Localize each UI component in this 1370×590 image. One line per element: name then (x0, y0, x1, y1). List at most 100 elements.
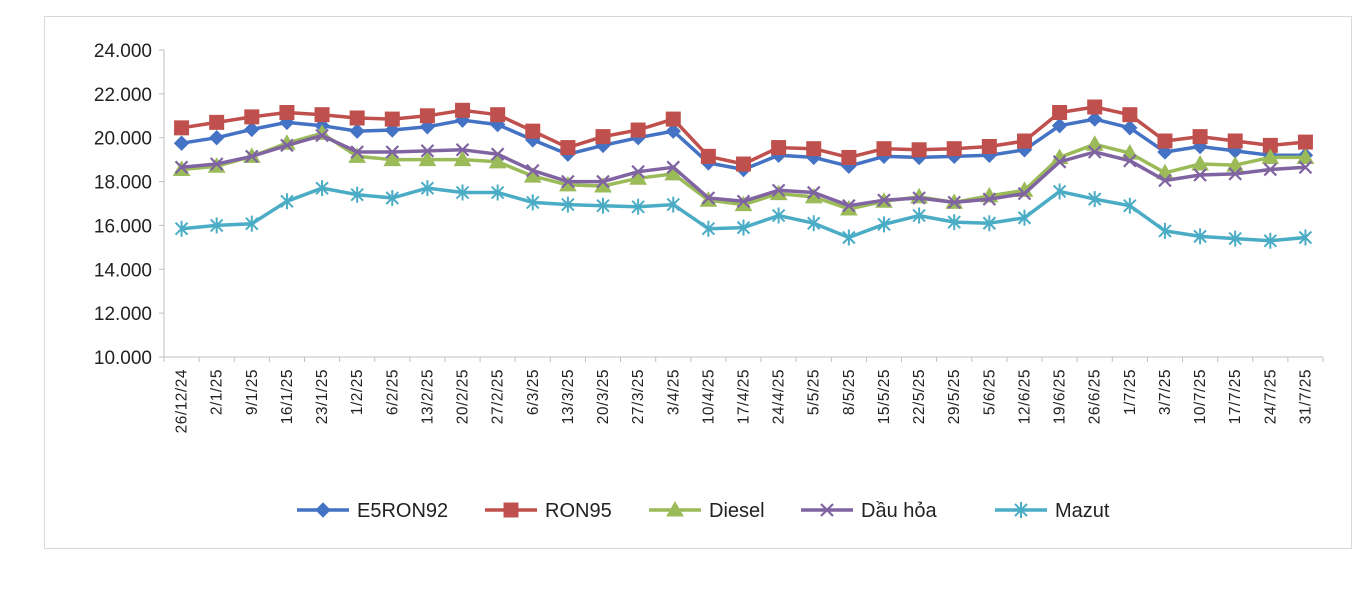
data-point-d-u-h-a (385, 145, 400, 159)
data-point-mazut (1088, 191, 1102, 208)
data-point-d-u-h-a (561, 174, 575, 189)
chart-frame: 10.000 12.000 14.000 16.000 18.000 20.000 22.0… (44, 16, 1352, 549)
x-tick-label: 23/1/25 (314, 369, 331, 424)
data-point-d-u-h-a (209, 157, 224, 171)
x-tick-label: 15/5/25 (876, 369, 893, 424)
x-tick-label: 1/2/25 (349, 369, 366, 415)
legend-marker-diesel (666, 500, 684, 517)
y-tick-label: 16.000 (94, 216, 152, 237)
data-point-e5ron92 (384, 122, 400, 138)
data-point-ron95 (1087, 99, 1103, 115)
data-point-ron95 (806, 141, 822, 157)
data-point-ron95 (349, 110, 365, 126)
data-point-ron95 (595, 129, 611, 145)
x-tick-label: 24/7/25 (1262, 369, 1279, 424)
x-tick-label: 31/7/25 (1297, 369, 1314, 424)
data-point-ron95 (384, 111, 400, 127)
data-point-mazut (174, 220, 189, 237)
data-point-diesel (629, 169, 647, 185)
data-point-d-u-h-a (1017, 186, 1032, 201)
x-tick-label: 9/1/25 (244, 369, 261, 415)
x-tick-label: 1/7/25 (1122, 369, 1139, 415)
data-point-ron95 (1227, 133, 1243, 149)
legend-marker-ron95 (503, 502, 519, 518)
data-point-d-u-h-a (666, 160, 681, 175)
x-tick-label: 16/1/25 (279, 369, 296, 424)
data-point-ron95 (455, 102, 471, 118)
line-chart: 10.000 12.000 14.000 16.000 18.000 20.000 22.0… (94, 41, 1324, 522)
data-point-ron95 (490, 107, 506, 123)
x-tick-label: 20/3/25 (595, 369, 612, 424)
data-point-d-u-h-a (420, 144, 435, 158)
data-point-ron95 (736, 156, 751, 172)
data-point-d-u-h-a (280, 138, 294, 153)
data-point-d-u-h-a (806, 185, 821, 200)
data-point-mazut (842, 229, 856, 246)
legend-label-e5ron92: E5RON92 (357, 500, 448, 522)
data-point-diesel (734, 195, 753, 212)
data-point-d-u-h-a (982, 192, 997, 206)
x-tick-label: 5/6/25 (981, 369, 998, 415)
data-point-ron95 (981, 138, 997, 154)
y-tick-label: 10.000 (94, 348, 152, 369)
data-point-d-u-h-a (877, 193, 891, 207)
y-tick-label: 18.000 (94, 173, 152, 194)
data-point-mazut (490, 184, 505, 201)
data-point-ron95 (841, 149, 857, 165)
legend-label-diesel: Diesel (709, 500, 765, 522)
data-point-mazut (1052, 183, 1067, 200)
data-point-mazut (1298, 229, 1313, 246)
x-tick-label: 6/3/25 (525, 369, 542, 415)
data-point-e5ron92 (1051, 117, 1068, 134)
legend-marker-d-u-h-a (820, 503, 834, 517)
data-point-d-u-h-a (1123, 153, 1137, 168)
legend-label-d-u-h-a: Dầu hỏa (861, 500, 937, 522)
data-point-d-u-h-a (525, 163, 540, 178)
data-point-ron95 (1192, 129, 1208, 145)
y-tick-label: 24.000 (94, 41, 152, 62)
data-point-mazut (1193, 228, 1207, 245)
data-point-d-u-h-a (736, 194, 751, 209)
data-point-e5ron92 (173, 135, 190, 151)
data-point-mazut (736, 219, 751, 236)
data-point-mazut (455, 184, 470, 201)
data-point-ron95 (911, 142, 927, 158)
data-point-d-u-h-a (701, 191, 716, 205)
data-point-mazut (561, 196, 575, 213)
data-point-e5ron92 (1122, 120, 1138, 136)
x-tick-label: 8/5/25 (841, 369, 858, 415)
data-point-mazut (982, 215, 997, 232)
data-point-mazut (1123, 197, 1137, 214)
data-point-ron95 (314, 107, 330, 123)
y-tick-label: 22.000 (94, 85, 152, 106)
data-point-ron95 (1052, 104, 1068, 120)
data-point-d-u-h-a (455, 142, 470, 157)
data-point-mazut (1017, 209, 1032, 226)
data-point-e5ron92 (244, 121, 260, 138)
x-tick-label: 6/2/25 (384, 369, 401, 415)
x-tick-label: 26/12/24 (174, 369, 191, 433)
data-point-mazut (526, 194, 540, 211)
data-point-d-u-h-a (1193, 168, 1207, 182)
data-point-mazut (666, 196, 680, 213)
data-point-mazut (420, 180, 435, 197)
data-point-mazut (385, 190, 399, 207)
x-tick-label: 19/6/25 (1052, 369, 1069, 424)
legend-label-mazut: Mazut (1055, 500, 1110, 522)
data-point-mazut (315, 180, 329, 197)
data-point-d-u-h-a (1228, 167, 1242, 181)
data-point-ron95 (1297, 134, 1313, 150)
x-tick-label: 10/4/25 (700, 369, 717, 424)
data-point-ron95 (1122, 107, 1138, 123)
data-point-d-u-h-a (490, 147, 505, 161)
x-tick-label: 24/4/25 (771, 369, 788, 424)
data-point-diesel (1085, 135, 1104, 151)
data-point-ron95 (560, 140, 576, 156)
data-point-diesel (383, 150, 402, 167)
data-point-d-u-h-a (1263, 162, 1278, 177)
legend-marker-mazut (1014, 502, 1028, 518)
data-point-d-u-h-a (315, 128, 329, 143)
data-point-d-u-h-a (245, 149, 259, 164)
legend-marker-e5ron92 (315, 502, 331, 518)
data-point-diesel (840, 199, 858, 216)
